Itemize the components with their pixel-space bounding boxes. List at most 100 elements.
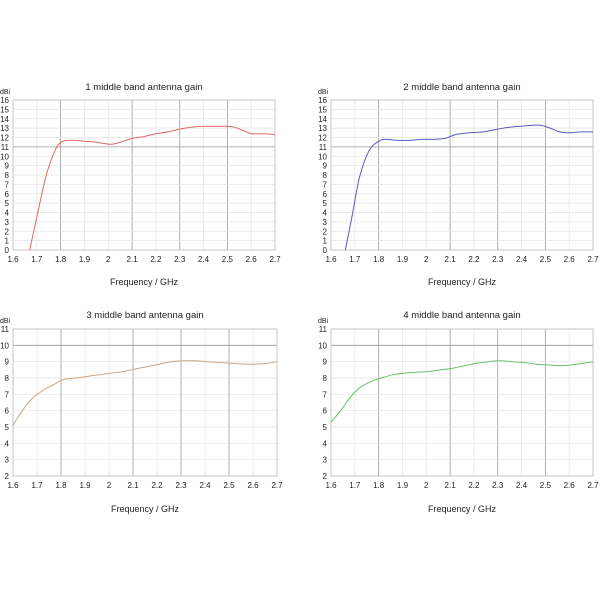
x-tick-label: 2.2 [468, 481, 480, 490]
x-tick-label: 2.4 [198, 255, 210, 264]
y-tick-label: 5 [5, 423, 10, 432]
y-tick-label: 15 [318, 105, 327, 114]
plot-frame [12, 328, 278, 477]
x-tick-label: 2.7 [271, 481, 283, 490]
y-tick-label: 7 [323, 390, 328, 399]
y-tick-label: 4 [323, 439, 328, 448]
chart-title: 4 middle band antenna gain [403, 310, 520, 321]
x-tick-label: 2.2 [151, 481, 163, 490]
y-tick-label: 6 [323, 190, 328, 199]
x-tick-label: 1.8 [373, 255, 385, 264]
y-tick-label: 8 [5, 374, 10, 383]
x-axis-title: Frequency / GHz [110, 277, 179, 287]
y-tick-label: 10 [318, 152, 327, 161]
x-axis-title: Frequency / GHz [428, 277, 497, 287]
chart-title: 3 middle band antenna gain [86, 310, 203, 321]
x-tick-label: 2.6 [246, 255, 258, 264]
x-tick-label: 1.7 [31, 481, 43, 490]
chart-2: 2 middle band antenna gain01234567891011… [318, 82, 599, 287]
x-tick-label: 2.6 [564, 255, 576, 264]
y-tick-label: 9 [323, 162, 328, 171]
x-tick-label: 2.5 [222, 255, 234, 264]
x-tick-label: 1.9 [397, 255, 409, 264]
x-tick-label: 2.6 [247, 481, 259, 490]
chart-1: 1 middle band antenna gain01234567891011… [0, 82, 281, 287]
x-tick-label: 1.7 [349, 481, 361, 490]
y-axis-unit: dBi [0, 89, 11, 96]
y-tick-label: 10 [318, 341, 327, 350]
grid [330, 328, 594, 477]
x-tick-label: 2.3 [175, 481, 187, 490]
y-tick-label: 11 [1, 325, 10, 334]
chart-3: 3 middle band antenna gain 2 3 4 5 6 7 8 9 10 11dB… [0, 310, 283, 514]
y-tick-label: 15 [0, 105, 9, 114]
y-tick-label: 0 [5, 246, 10, 255]
x-axis-title: Frequency / GHz [428, 504, 497, 514]
y-tick-label: 1 [5, 237, 10, 246]
y-tick-label: 3 [5, 218, 10, 227]
y-tick-label: 4 [5, 209, 10, 218]
gain-curve [344, 124, 594, 251]
y-tick-label: 13 [0, 124, 9, 133]
y-tick-label: 3 [323, 218, 328, 227]
y-axis-unit: dBi [318, 318, 329, 325]
y-tick-label: 11 [319, 143, 328, 152]
y-tick-label: 2 [5, 227, 10, 236]
x-tick-label: 2.7 [587, 255, 599, 264]
x-tick-label: 1.7 [31, 255, 43, 264]
x-tick-label: 2.3 [174, 255, 186, 264]
y-tick-label: 9 [323, 358, 328, 367]
x-tick-label: 1.8 [55, 481, 67, 490]
x-tick-label: 1.8 [373, 481, 385, 490]
x-tick-label: 2.1 [127, 481, 139, 490]
plot-frame [12, 99, 276, 251]
x-tick-label: 1.6 [325, 255, 337, 264]
y-tick-label: 3 [323, 456, 328, 465]
x-tick-label: 2.7 [269, 255, 281, 264]
y-tick-label: 5 [5, 199, 10, 208]
y-tick-label: 14 [0, 115, 9, 124]
y-tick-label: 16 [318, 96, 327, 105]
x-tick-label: 2.5 [540, 481, 552, 490]
x-tick-label: 2.5 [540, 255, 552, 264]
y-tick-label: 7 [323, 180, 328, 189]
y-tick-label: 6 [5, 190, 10, 199]
y-tick-label: 2 [323, 472, 328, 481]
x-tick-label: 2 [424, 481, 429, 490]
y-tick-label: 6 [5, 407, 10, 416]
x-tick-label: 2.3 [492, 481, 504, 490]
x-tick-label: 2.4 [199, 481, 211, 490]
y-tick-label: 8 [323, 374, 328, 383]
y-tick-label: 5 [323, 199, 328, 208]
x-tick-label: 2.4 [516, 481, 528, 490]
y-tick-label: 12 [0, 134, 9, 143]
y-tick-label: 2 [323, 227, 328, 236]
y-tick-label: 7 [5, 180, 10, 189]
y-tick-label: 4 [5, 439, 10, 448]
x-tick-label: 1.7 [349, 255, 361, 264]
y-tick-label: 14 [318, 115, 327, 124]
y-axis-unit: dBi [0, 318, 11, 325]
y-tick-label: 11 [1, 143, 10, 152]
x-tick-label: 1.9 [79, 481, 91, 490]
y-tick-label: 1 [323, 237, 328, 246]
x-tick-label: 2.5 [223, 481, 235, 490]
x-tick-label: 1.9 [79, 255, 91, 264]
y-tick-label: 3 [5, 456, 10, 465]
chart-title: 2 middle band antenna gain [403, 82, 520, 93]
y-tick-label: 2 [5, 472, 10, 481]
gain-curve [12, 360, 278, 426]
x-tick-label: 1.8 [55, 255, 67, 264]
x-axis-title: Frequency / GHz [111, 504, 180, 514]
x-tick-label: 2.2 [150, 255, 162, 264]
x-tick-label: 1.6 [7, 481, 19, 490]
y-tick-label: 9 [5, 162, 10, 171]
y-tick-label: 4 [323, 209, 328, 218]
y-tick-label: 12 [318, 134, 327, 143]
x-tick-label: 2 [424, 255, 429, 264]
y-tick-label: 8 [5, 171, 10, 180]
y-tick-label: 6 [323, 407, 328, 416]
gain-curve [330, 360, 594, 423]
x-tick-label: 2.6 [564, 481, 576, 490]
